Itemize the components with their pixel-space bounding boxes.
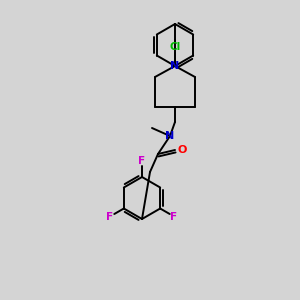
Text: F: F <box>138 156 146 166</box>
Text: Cl: Cl <box>169 42 181 52</box>
Text: O: O <box>177 145 187 155</box>
Text: N: N <box>170 61 180 71</box>
Text: F: F <box>106 212 113 221</box>
Text: N: N <box>165 131 175 141</box>
Text: F: F <box>170 212 178 221</box>
